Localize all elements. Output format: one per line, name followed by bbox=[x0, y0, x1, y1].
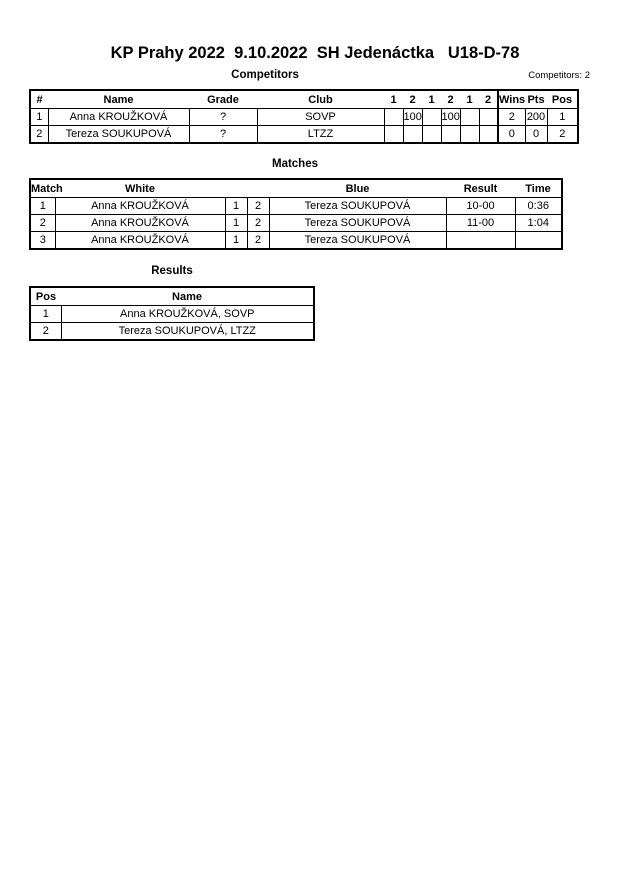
cell-round-3 bbox=[421, 125, 442, 144]
col-white-num bbox=[225, 179, 247, 198]
cell-round-3 bbox=[421, 108, 442, 126]
cell-match-number: 2 bbox=[29, 214, 56, 232]
cell-blue-num: 2 bbox=[246, 214, 270, 232]
cell-blue-num: 2 bbox=[246, 197, 270, 215]
cell-round-4 bbox=[440, 125, 461, 144]
result-row: 2 Tereza SOUKUPOVÁ, LTZZ bbox=[29, 322, 315, 341]
cell-round-1 bbox=[383, 125, 404, 144]
col-round-3: 1 bbox=[422, 90, 441, 109]
cell-result: 11-00 bbox=[445, 214, 516, 232]
matches-table: Match White Blue Result Time 1 Anna KROU… bbox=[29, 178, 563, 250]
cell-blue-name: Tereza SOUKUPOVÁ bbox=[268, 214, 447, 232]
cell-round-4: 100 bbox=[440, 108, 461, 126]
matches-heading: Matches bbox=[271, 158, 319, 170]
cell-blue-name: Tereza SOUKUPOVÁ bbox=[268, 231, 447, 250]
competitors-count: Competitors: 2 bbox=[528, 70, 590, 81]
competitors-header-row: # Name Grade Club 1 2 1 2 1 2 Wins Pts P… bbox=[30, 90, 578, 109]
match-row: 1 Anna KROUŽKOVÁ 1 2 Tereza SOUKUPOVÁ 10… bbox=[29, 197, 563, 215]
cell-pos: 2 bbox=[546, 125, 579, 144]
col-club: Club bbox=[257, 90, 384, 109]
cell-round-6 bbox=[478, 108, 499, 126]
col-wins: Wins bbox=[497, 90, 525, 109]
cell-pos: 1 bbox=[546, 108, 579, 126]
results-table: Pos Name 1 Anna KROUŽKOVÁ, SOVP 2 Tereza… bbox=[29, 286, 315, 341]
cell-club: LTZZ bbox=[256, 125, 385, 144]
cell-round-6 bbox=[478, 125, 499, 144]
cell-match-number: 1 bbox=[29, 197, 56, 215]
result-row: 1 Anna KROUŽKOVÁ, SOVP bbox=[29, 305, 315, 323]
cell-time bbox=[514, 231, 563, 250]
col-round-5: 1 bbox=[460, 90, 479, 109]
competitors-heading: Competitors bbox=[231, 69, 299, 81]
cell-result: 10-00 bbox=[445, 197, 516, 215]
cell-blue-num: 2 bbox=[246, 231, 270, 250]
cell-club: SOVP bbox=[256, 108, 385, 126]
cell-time: 1:04 bbox=[514, 214, 563, 232]
col-pts: Pts bbox=[525, 90, 547, 109]
cell-name: Tereza SOUKUPOVÁ bbox=[47, 125, 190, 144]
col-blue: Blue bbox=[269, 179, 446, 198]
cell-pos: 1 bbox=[29, 305, 62, 323]
cell-name: Anna KROUŽKOVÁ, SOVP bbox=[60, 305, 315, 323]
cell-name: Tereza SOUKUPOVÁ, LTZZ bbox=[60, 322, 315, 341]
cell-wins: 0 bbox=[497, 125, 526, 144]
cell-white-name: Anna KROUŽKOVÁ bbox=[54, 197, 226, 215]
col-time: Time bbox=[515, 179, 562, 198]
col-pos: Pos bbox=[547, 90, 578, 109]
cell-grade: ? bbox=[188, 108, 258, 126]
cell-white-num: 1 bbox=[224, 214, 248, 232]
matches-header-row: Match White Blue Result Time bbox=[30, 179, 562, 198]
cell-round-2: 100 bbox=[402, 108, 423, 126]
cell-round-2 bbox=[402, 125, 423, 144]
cell-white-num: 1 bbox=[224, 197, 248, 215]
cell-white-num: 1 bbox=[224, 231, 248, 250]
cell-pos: 2 bbox=[29, 322, 62, 341]
col-blue-num bbox=[247, 179, 269, 198]
cell-round-5 bbox=[459, 125, 480, 144]
col-white: White bbox=[55, 179, 225, 198]
cell-match-number: 3 bbox=[29, 231, 56, 250]
col-round-4: 2 bbox=[441, 90, 460, 109]
col-result: Result bbox=[446, 179, 515, 198]
cell-pts: 0 bbox=[524, 125, 548, 144]
col-round-2: 2 bbox=[403, 90, 422, 109]
col-round-6: 2 bbox=[479, 90, 498, 109]
cell-wins: 2 bbox=[497, 108, 526, 126]
cell-round-1 bbox=[383, 108, 404, 126]
competitor-row: 1 Anna KROUŽKOVÁ ? SOVP 100 100 2 200 1 bbox=[29, 108, 579, 126]
col-name: Name bbox=[48, 90, 189, 109]
col-grade: Grade bbox=[189, 90, 257, 109]
cell-number: 2 bbox=[29, 125, 49, 144]
competitor-row: 2 Tereza SOUKUPOVÁ ? LTZZ 0 0 2 bbox=[29, 125, 579, 144]
match-row: 3 Anna KROUŽKOVÁ 1 2 Tereza SOUKUPOVÁ bbox=[29, 231, 563, 250]
match-row: 2 Anna KROUŽKOVÁ 1 2 Tereza SOUKUPOVÁ 11… bbox=[29, 214, 563, 232]
cell-number: 1 bbox=[29, 108, 49, 126]
cell-white-name: Anna KROUŽKOVÁ bbox=[54, 214, 226, 232]
cell-time: 0:36 bbox=[514, 197, 563, 215]
cell-blue-name: Tereza SOUKUPOVÁ bbox=[268, 197, 447, 215]
cell-result bbox=[445, 231, 516, 250]
col-number: # bbox=[30, 90, 48, 109]
col-pos: Pos bbox=[30, 287, 61, 306]
results-header-row: Pos Name bbox=[30, 287, 314, 306]
col-name: Name bbox=[61, 287, 314, 306]
col-round-1: 1 bbox=[384, 90, 403, 109]
competitors-table: # Name Grade Club 1 2 1 2 1 2 Wins Pts P… bbox=[29, 89, 579, 144]
page-title: KP Prahy 2022 9.10.2022 SH Jedenáctka U1… bbox=[110, 44, 520, 62]
cell-round-5 bbox=[459, 108, 480, 126]
cell-white-name: Anna KROUŽKOVÁ bbox=[54, 231, 226, 250]
results-heading: Results bbox=[151, 265, 193, 277]
cell-name: Anna KROUŽKOVÁ bbox=[47, 108, 190, 126]
col-match: Match bbox=[30, 179, 63, 198]
cell-grade: ? bbox=[188, 125, 258, 144]
cell-pts: 200 bbox=[524, 108, 548, 126]
